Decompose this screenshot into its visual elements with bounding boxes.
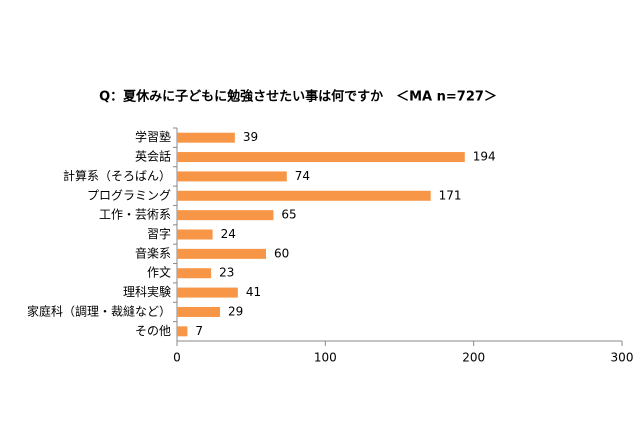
x-tick-label: 300 xyxy=(611,351,634,365)
value-label: 60 xyxy=(274,246,289,260)
value-label: 24 xyxy=(221,227,236,241)
value-label: 171 xyxy=(439,188,462,202)
value-label: 65 xyxy=(281,208,296,222)
bar xyxy=(177,287,238,298)
value-label: 39 xyxy=(243,130,258,144)
y-tick-label: 計算系（そろばん） xyxy=(63,168,171,183)
bar xyxy=(177,229,213,240)
y-tick-label: 工作・芸術系 xyxy=(99,208,171,222)
y-tick-label: 家庭科（調理・裁縫など） xyxy=(27,303,171,318)
value-label: 23 xyxy=(219,266,234,280)
y-tick-label: 理科実験 xyxy=(123,284,171,299)
y-tick-label: 音楽系 xyxy=(135,245,171,260)
y-tick-label: 習字 xyxy=(147,226,171,241)
bar xyxy=(177,326,188,337)
bar xyxy=(177,306,221,317)
chart-title: Q：夏休みに子どもに勉強させたい事は何ですか ＜MA n=727＞ xyxy=(99,89,497,105)
y-tick-label: プログラミング xyxy=(87,188,171,202)
x-tick-label: 100 xyxy=(314,351,337,365)
bar xyxy=(177,190,431,201)
value-label: 74 xyxy=(295,169,310,183)
bar xyxy=(177,171,287,182)
x-tick-label: 200 xyxy=(462,351,485,365)
y-tick-label: 学習塾 xyxy=(135,129,171,144)
value-label: 41 xyxy=(246,285,261,299)
bar xyxy=(177,210,274,221)
bar xyxy=(177,152,465,163)
y-tick-label: その他 xyxy=(135,324,171,338)
y-tick-label: 英会話 xyxy=(135,149,171,164)
y-tick-label: 作文 xyxy=(147,265,171,280)
bar xyxy=(177,248,266,259)
value-label: 194 xyxy=(473,150,496,164)
bar xyxy=(177,268,212,279)
value-label: 7 xyxy=(195,324,203,338)
x-tick-label: 0 xyxy=(173,351,181,365)
bar xyxy=(177,132,235,143)
value-label: 29 xyxy=(228,304,243,318)
